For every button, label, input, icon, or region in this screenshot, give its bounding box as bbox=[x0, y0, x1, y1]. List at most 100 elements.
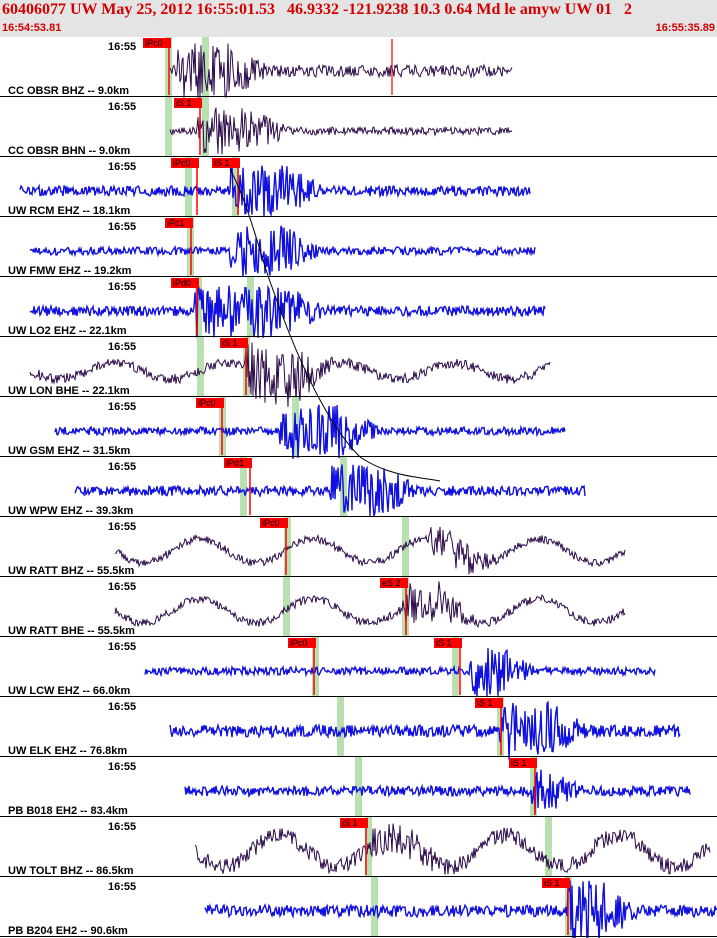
trace-row: iS 1 16:55 PB B204 EH2 -- 90.6km bbox=[0, 877, 717, 938]
waveform bbox=[74, 464, 586, 517]
pick-label: iS 1 bbox=[214, 158, 230, 168]
phase-pick[interactable]: iS 1 bbox=[434, 638, 462, 695]
trace-row: iPc0 16:55 UW RATT BHZ -- 55.5km bbox=[0, 517, 717, 577]
predicted-arrival-band bbox=[371, 877, 378, 937]
station-label[interactable]: UW LO2 EHZ -- 22.1km bbox=[8, 325, 127, 337]
time-mark: 16:55 bbox=[108, 461, 136, 473]
phase-pick[interactable]: iS 1 bbox=[220, 338, 248, 395]
waveform bbox=[29, 342, 551, 407]
pick-label: iS 1 bbox=[544, 878, 560, 888]
pick-label-box bbox=[260, 518, 288, 528]
station-label[interactable]: UW WPW EHZ -- 39.3km bbox=[8, 505, 134, 517]
pick-label-box bbox=[212, 158, 240, 168]
pick-label: iPd0 bbox=[173, 278, 191, 288]
phase-pick[interactable]: iPc0 bbox=[143, 38, 171, 95]
phase-pick[interactable]: eS 2 bbox=[380, 578, 408, 635]
station-label[interactable]: UW RATT BHZ -- 55.5km bbox=[8, 565, 135, 577]
phase-pick[interactable]: iPc0 bbox=[260, 518, 288, 575]
trace-row: iS 1 16:55 PB B018 EH2 -- 83.4km bbox=[0, 757, 717, 817]
pick-label-box bbox=[171, 158, 199, 168]
time-mark: 16:55 bbox=[108, 221, 136, 233]
start-time-label: 16:54:53.81 bbox=[2, 22, 62, 34]
station-label[interactable]: PB B204 EH2 -- 90.6km bbox=[8, 925, 128, 937]
predicted-arrival-band bbox=[283, 577, 290, 637]
predicted-arrival-band bbox=[355, 757, 362, 817]
waveform bbox=[29, 284, 546, 338]
pick-label: iPc0 bbox=[145, 38, 163, 48]
station-label[interactable]: CC OBSR BHZ -- 9.0km bbox=[8, 85, 129, 97]
phase-pick[interactable]: iS 1 bbox=[475, 698, 503, 755]
trace-row: iPd1 16:55 UW WPW EHZ -- 39.3km bbox=[0, 457, 717, 517]
phase-pick[interactable]: iS 1 bbox=[340, 818, 368, 875]
time-mark: 16:55 bbox=[108, 821, 136, 833]
station-label[interactable]: UW LON BHE -- 22.1km bbox=[8, 385, 130, 397]
time-mark: 16:55 bbox=[108, 761, 136, 773]
waveform bbox=[169, 107, 513, 155]
trace-row: iPc0 iS 1 16:55 UW LCW EHZ -- 66.0km bbox=[0, 637, 717, 697]
waveform bbox=[184, 769, 691, 814]
predicted-arrival-band bbox=[197, 337, 204, 397]
pick-label-box bbox=[143, 38, 171, 48]
pick-label-box bbox=[224, 458, 252, 468]
pick-label-box bbox=[171, 278, 199, 288]
phase-pick[interactable]: iS 1 bbox=[212, 158, 240, 215]
waveform bbox=[54, 404, 566, 460]
time-mark: 16:55 bbox=[108, 581, 136, 593]
predicted-arrival-band bbox=[195, 277, 202, 337]
event-header: 60406077 UW May 25, 2012 16:55:01.53 46.… bbox=[0, 0, 717, 37]
pick-label: iPc0 bbox=[290, 638, 308, 648]
pick-label: iS 1 bbox=[511, 758, 527, 768]
predicted-arrival-band bbox=[337, 697, 344, 757]
pick-label-box bbox=[509, 758, 537, 768]
pick-label: iS 1 bbox=[342, 818, 358, 828]
station-label[interactable]: PB B018 EH2 -- 83.4km bbox=[8, 805, 128, 817]
pick-label: iS 1 bbox=[477, 698, 493, 708]
time-mark: 16:55 bbox=[108, 101, 136, 113]
predicted-arrival-band bbox=[165, 97, 172, 157]
pick-label-box bbox=[542, 878, 570, 888]
time-mark: 16:55 bbox=[108, 641, 136, 653]
pick-label-box bbox=[380, 578, 408, 588]
waveform bbox=[114, 581, 626, 628]
trace-row: iPd0 16:55 UW LO2 EHZ -- 22.1km bbox=[0, 277, 717, 338]
phase-pick[interactable]: iPc0 bbox=[171, 158, 199, 215]
waveform bbox=[114, 526, 626, 575]
travel-time-curve bbox=[229, 168, 441, 482]
phase-pick[interactable]: iPc0 bbox=[288, 638, 316, 695]
phase-pick[interactable]: iPc1 bbox=[165, 218, 193, 275]
pick-label: eS 2 bbox=[382, 578, 401, 588]
phase-pick[interactable]: iS 1 bbox=[542, 878, 570, 935]
trace-row: iPc0 16:55 UW GSM EHZ -- 31.5km bbox=[0, 397, 717, 460]
trace-row: iPc0 iS 1 16:55 UW RCM EHZ -- 18.1km bbox=[0, 157, 717, 218]
time-mark: 16:55 bbox=[108, 701, 136, 713]
trace-row: iPc0 16:55 CC OBSR BHZ -- 9.0km bbox=[0, 37, 717, 99]
time-mark: 16:55 bbox=[108, 521, 136, 533]
station-label[interactable]: UW RCM EHZ -- 18.1km bbox=[8, 205, 130, 217]
time-mark: 16:55 bbox=[108, 341, 136, 353]
pick-label: iS 1 bbox=[436, 638, 452, 648]
time-mark: 16:55 bbox=[108, 401, 136, 413]
predicted-arrival-band bbox=[452, 637, 459, 697]
waveform bbox=[19, 163, 531, 218]
station-label[interactable]: UW ELK EHZ -- 76.8km bbox=[8, 745, 127, 757]
station-label[interactable]: UW TOLT BHZ -- 86.5km bbox=[8, 865, 134, 877]
station-label[interactable]: CC OBSR BHN -- 9.0km bbox=[8, 145, 130, 157]
trace-row: iS 1 16:55 UW ELK EHZ -- 76.8km bbox=[0, 697, 717, 760]
station-label[interactable]: UW GSM EHZ -- 31.5km bbox=[8, 445, 130, 457]
trace-row: eS 2 16:55 UW RATT BHE -- 55.5km bbox=[0, 577, 717, 637]
pick-label: iPc0 bbox=[262, 518, 280, 528]
predicted-arrival-band bbox=[545, 817, 552, 877]
seismogram-panel: iPc0 16:55 CC OBSR BHZ -- 9.0km iS 1 16:55 CC… bbox=[0, 37, 717, 938]
station-label[interactable]: UW FMW EHZ -- 19.2km bbox=[8, 265, 132, 277]
pick-label: iPd1 bbox=[226, 458, 244, 468]
phase-pick[interactable]: iS 1 bbox=[174, 98, 202, 155]
phase-pick[interactable]: iPc0 bbox=[196, 398, 224, 455]
station-label[interactable]: UW RATT BHE -- 55.5km bbox=[8, 625, 135, 637]
trace-row: iS 1 16:55 UW LON BHE -- 22.1km bbox=[0, 337, 717, 407]
pick-label-box bbox=[220, 338, 248, 348]
station-label[interactable]: UW LCW EHZ -- 66.0km bbox=[8, 685, 130, 697]
phase-pick[interactable]: iS 1 bbox=[509, 758, 537, 815]
phase-pick[interactable]: iPd1 bbox=[224, 458, 252, 515]
trace-row: iS 1 16:55 UW TOLT BHZ -- 86.5km bbox=[0, 817, 717, 877]
phase-pick[interactable]: iPd0 bbox=[171, 278, 199, 335]
